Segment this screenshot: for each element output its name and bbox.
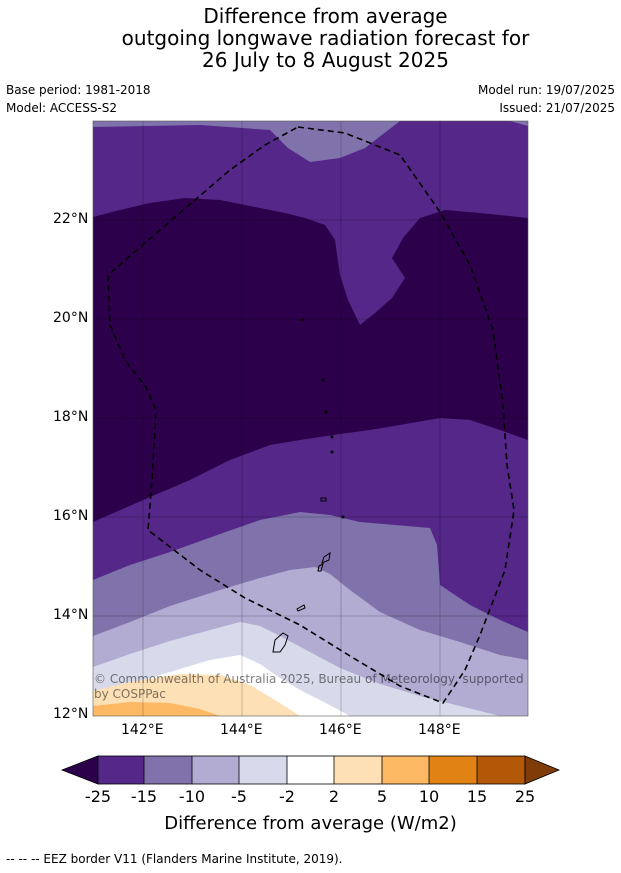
band-minus-25 bbox=[93, 198, 528, 522]
colorbar-frame bbox=[97, 755, 526, 785]
colorbar-tick-2: 2 bbox=[328, 787, 340, 806]
rota-island bbox=[296, 604, 306, 612]
lon-label-146e: 146°E bbox=[319, 722, 362, 738]
band-minus-10-north bbox=[93, 121, 528, 162]
lat-label-20n: 20°N bbox=[53, 310, 89, 326]
colorbar-tick-5: 5 bbox=[376, 787, 388, 806]
lon-label-148e: 148°E bbox=[418, 722, 461, 738]
lat-label-14n: 14°N bbox=[53, 607, 89, 623]
colorbar-tick-minus-15: -15 bbox=[130, 787, 158, 806]
copyright-watermark: © Commonwealth of Australia 2025, Bureau… bbox=[94, 672, 524, 702]
meta-right: Model run: 19/07/2025 Issued: 21/07/2025 bbox=[478, 81, 615, 117]
lon-label-142e: 142°E bbox=[121, 722, 164, 738]
saipan-island bbox=[321, 551, 331, 564]
colorbar-tick-minus-5: -5 bbox=[231, 787, 247, 806]
colorbar-label: Difference from average (W/m2) bbox=[164, 813, 457, 834]
eez-border bbox=[107, 126, 515, 704]
colorbar-cell-4 bbox=[239, 756, 287, 784]
lat-label-22n: 22°N bbox=[53, 211, 89, 227]
guam-island bbox=[272, 632, 289, 653]
colorbar-tick-minus-10: -10 bbox=[178, 787, 206, 806]
islands bbox=[272, 318, 345, 653]
map-field bbox=[93, 121, 528, 716]
colorbar-cell-5 bbox=[287, 756, 334, 784]
colorbar-tick-minus-2: -2 bbox=[279, 787, 295, 806]
colorbar-tick-minus-25: -25 bbox=[84, 787, 112, 806]
colorbar bbox=[60, 755, 561, 785]
colorbar-tick-25: 25 bbox=[514, 787, 536, 806]
colorbar-cell-7 bbox=[382, 756, 429, 784]
lat-label-18n: 18°N bbox=[53, 409, 89, 425]
band-plus-5 bbox=[93, 702, 220, 716]
tinian-island bbox=[317, 563, 324, 572]
title-line-2: outgoing longwave radiation forecast for bbox=[121, 26, 530, 50]
colorbar-cell-2 bbox=[144, 756, 192, 784]
colorbar-cell-6 bbox=[334, 756, 382, 784]
title-line-3: 26 July to 8 August 2025 bbox=[202, 48, 449, 72]
colorbar-cell-9 bbox=[477, 756, 525, 784]
title-line-1: Difference from average bbox=[203, 4, 448, 28]
model-name: Model: ACCESS-S2 bbox=[6, 101, 118, 115]
colorbar-cell-1 bbox=[98, 756, 144, 784]
colorbar-cell-3 bbox=[192, 756, 239, 784]
colorbar-extend-high bbox=[524, 755, 561, 785]
map-title: Difference from average outgoing longwav… bbox=[0, 5, 621, 71]
base-period: Base period: 1981-2018 bbox=[6, 83, 151, 97]
watermark-line-2: by COSPPac bbox=[94, 687, 166, 701]
lat-label-12n: 12°N bbox=[53, 706, 89, 722]
colorbar-tick-10: 10 bbox=[418, 787, 440, 806]
aguijan-island bbox=[320, 497, 327, 502]
grid-lines bbox=[93, 121, 528, 716]
colorbar-cell-8 bbox=[429, 756, 477, 784]
map-frame bbox=[92, 120, 529, 717]
issued-date: Issued: 21/07/2025 bbox=[499, 101, 615, 115]
lon-label-144e: 144°E bbox=[220, 722, 263, 738]
lat-label-16n: 16°N bbox=[53, 508, 89, 524]
model-run: Model run: 19/07/2025 bbox=[477, 83, 615, 97]
watermark-line-1: © Commonwealth of Australia 2025, Bureau… bbox=[94, 672, 524, 686]
eez-legend-note: -- -- -- EEZ border V11 (Flanders Marine… bbox=[6, 852, 343, 866]
colorbar-extend-low bbox=[60, 755, 99, 785]
meta-left: Base period: 1981-2018 Model: ACCESS-S2 bbox=[6, 81, 151, 117]
colorbar-tick-15: 15 bbox=[466, 787, 488, 806]
